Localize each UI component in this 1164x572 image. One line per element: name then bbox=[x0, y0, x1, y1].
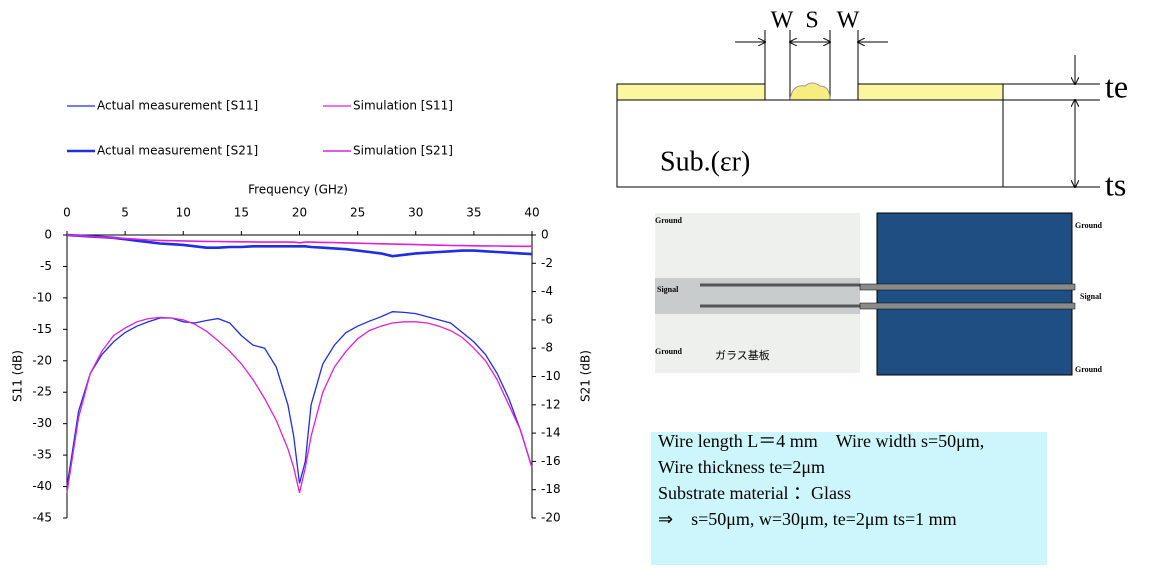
ts-label: ts bbox=[1105, 166, 1126, 202]
spec-line: Wire thickness te=2μm bbox=[658, 457, 825, 477]
photo-label: Ground bbox=[655, 347, 683, 356]
x-axis-label: Frequency (GHz) bbox=[248, 183, 348, 197]
y2-tick-label: -2 bbox=[541, 256, 553, 270]
photo-band bbox=[655, 278, 860, 314]
x-tick-label: 40 bbox=[524, 206, 539, 220]
y-tick-label: -35 bbox=[32, 448, 52, 462]
substrate-label: Sub.(εr) bbox=[660, 146, 750, 177]
x-tick-label: 30 bbox=[408, 206, 423, 220]
series-line bbox=[66, 316, 533, 493]
layout-trace bbox=[859, 302, 1076, 310]
photo-label: ガラス基板 bbox=[715, 348, 770, 362]
y-tick-label: -10 bbox=[32, 290, 52, 304]
y-tick-label: -20 bbox=[32, 353, 52, 367]
y-axis-label: S11 (dB) bbox=[11, 350, 25, 402]
layout-board bbox=[876, 212, 1073, 376]
y-tick-label: -25 bbox=[32, 385, 52, 399]
legend-label: Simulation [S11] bbox=[353, 99, 453, 113]
x-tick-label: 15 bbox=[234, 206, 249, 220]
layout-label: Signal bbox=[1080, 292, 1102, 301]
y-tick-label: -5 bbox=[40, 259, 52, 273]
x-tick-label: 25 bbox=[350, 206, 365, 220]
photo-label: Ground bbox=[655, 216, 683, 225]
substrate bbox=[616, 99, 1004, 188]
y2-tick-label: -18 bbox=[541, 482, 561, 496]
y2-tick-label: -16 bbox=[541, 454, 561, 468]
y-tick-label: 0 bbox=[44, 228, 52, 242]
series-line bbox=[66, 311, 533, 487]
y-tick-label: -30 bbox=[32, 416, 52, 430]
photo: Ground Signal Ground ガラス基板 Ground Signal… bbox=[655, 212, 1103, 376]
y2-tick-label: -14 bbox=[541, 426, 561, 440]
legend-label: Actual measurement [S21] bbox=[97, 144, 258, 158]
y2-tick-label: -20 bbox=[541, 511, 561, 525]
y-tick-label: -45 bbox=[32, 511, 52, 525]
legend-label: Actual measurement [S11] bbox=[97, 99, 258, 113]
y2-tick-label: -4 bbox=[541, 284, 553, 298]
series-line bbox=[66, 234, 532, 248]
te-ts-lines bbox=[1003, 55, 1100, 187]
x-tick-label: 5 bbox=[121, 206, 129, 220]
spec-line: Substrate material ：Glass bbox=[658, 483, 851, 503]
y2-tick-label: -6 bbox=[541, 312, 553, 326]
signal-wire bbox=[789, 82, 831, 101]
y2-axis-label: S21 (dB) bbox=[579, 350, 593, 402]
x-tick-label: 0 bbox=[63, 206, 71, 220]
layout-trace bbox=[859, 283, 1076, 291]
w-label: W bbox=[771, 8, 794, 34]
y2-tick-label: -10 bbox=[541, 369, 561, 383]
spec-line: ⇒ s=50μm, w=30μm, te=2μm ts=1 mm bbox=[658, 509, 957, 529]
x-tick-label: 10 bbox=[176, 206, 191, 220]
w-label: W bbox=[837, 8, 860, 34]
y2-tick-label: 0 bbox=[541, 228, 549, 242]
y2-tick-label: -12 bbox=[541, 397, 561, 411]
s-label: S bbox=[805, 8, 818, 34]
y-tick-label: -40 bbox=[32, 479, 52, 493]
te-label: te bbox=[1105, 68, 1128, 104]
x-tick-label: 35 bbox=[466, 206, 481, 220]
y-tick-label: -15 bbox=[32, 322, 52, 336]
layout-label: Ground bbox=[1075, 221, 1103, 230]
spec-line: Wire length L＝4 mm Wire width s=50μm, bbox=[658, 431, 984, 451]
ground-strip bbox=[616, 83, 766, 101]
spec-box bbox=[651, 432, 1047, 565]
layout-label: Ground bbox=[1075, 365, 1103, 374]
cross-section: W S W Sub.(εr) te ts bbox=[616, 8, 1128, 202]
y2-tick-label: -8 bbox=[541, 341, 553, 355]
legend-label: Simulation [S21] bbox=[353, 144, 453, 158]
series-line bbox=[66, 233, 533, 258]
photo-label: Signal bbox=[657, 285, 679, 294]
ground-strip bbox=[857, 83, 1004, 101]
x-tick-label: 20 bbox=[292, 206, 307, 220]
